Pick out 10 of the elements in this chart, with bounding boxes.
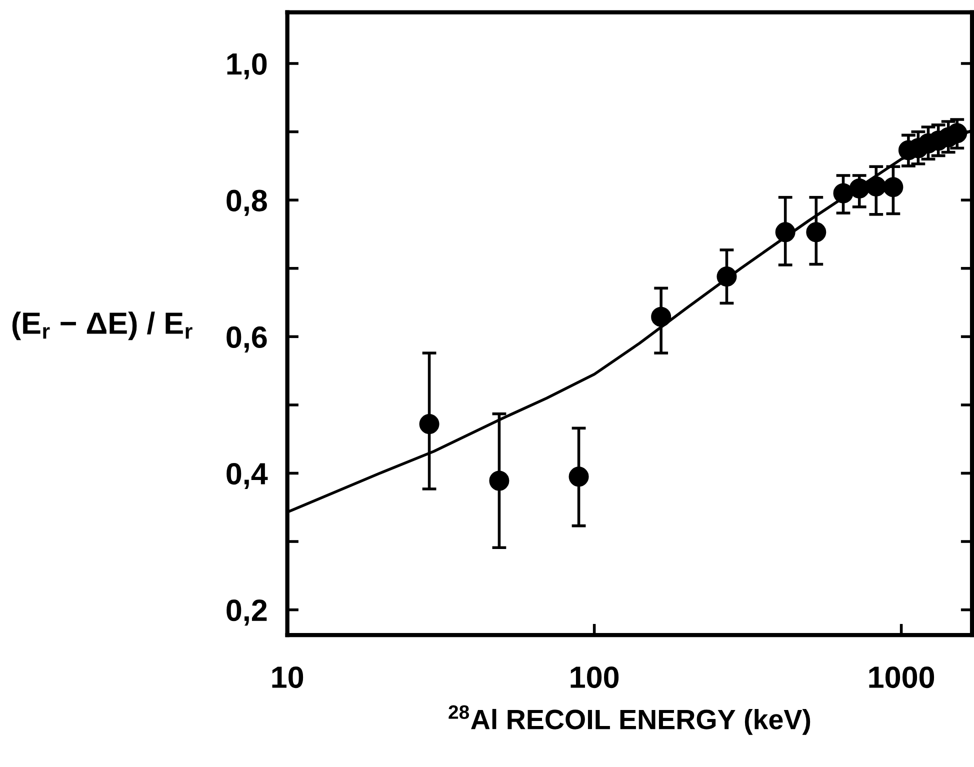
x-tick-label: 10 bbox=[272, 666, 304, 688]
y-tick-label: 0,6 bbox=[226, 326, 267, 352]
x-tick-label: 100 bbox=[570, 666, 619, 688]
x-axis-title: $^{28}$Al RECOIL ENERGY (keV) bbox=[448, 705, 810, 735]
y-axis-title: (E$_{r}$ − ΔE) / E$_{r}$ bbox=[12, 312, 192, 340]
y-tick-label: 0,2 bbox=[226, 600, 267, 626]
y-tick-label: 0,4 bbox=[226, 462, 268, 490]
y-tick-label: 0,8 bbox=[226, 190, 267, 216]
x-tick-label: 1000 bbox=[869, 666, 934, 688]
y-tick-label: 1,0 bbox=[227, 53, 267, 80]
